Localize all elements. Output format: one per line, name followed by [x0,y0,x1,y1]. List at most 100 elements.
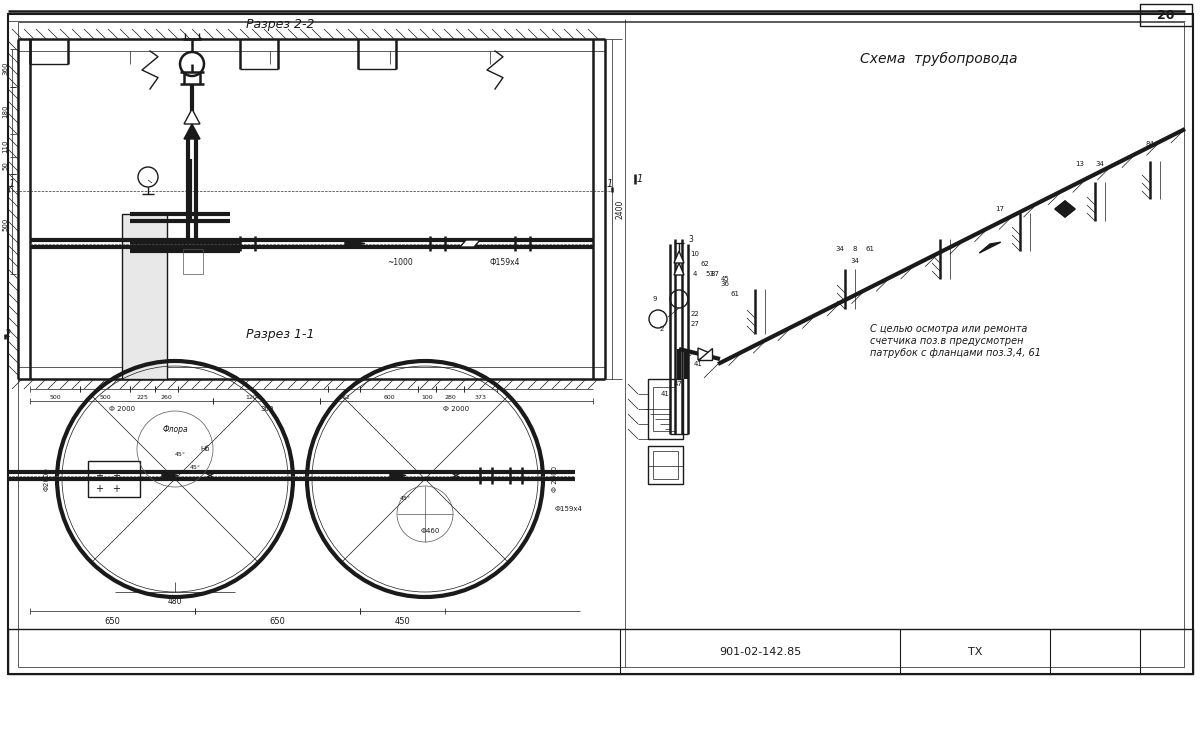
Polygon shape [390,472,406,479]
Text: 300: 300 [260,406,274,412]
Text: Разрез 1-1: Разрез 1-1 [246,327,314,340]
Text: ~1000: ~1000 [388,257,413,267]
Polygon shape [979,242,1001,253]
Text: Нб: Нб [200,446,210,452]
Text: 10: 10 [690,251,700,257]
Text: 500: 500 [2,217,8,230]
Text: 1: 1 [637,174,643,184]
Bar [1140,4,1192,26]
Text: 36: 36 [720,281,730,287]
Text: 41: 41 [660,391,670,397]
Text: 2: 2 [5,329,11,339]
Text: 1200: 1200 [245,394,260,399]
Text: 45°: 45° [190,464,200,469]
Text: 34: 34 [851,258,859,264]
Text: 9: 9 [653,296,658,302]
Text: 45: 45 [721,276,730,282]
Text: Ф2000: Ф2000 [44,467,50,491]
Bar [88,461,140,497]
Polygon shape [979,244,990,249]
Bar [648,446,683,484]
Polygon shape [184,124,200,139]
Text: +: + [95,471,103,481]
Text: 17: 17 [996,206,1004,212]
Bar [182,249,203,274]
Text: 500: 500 [100,394,110,399]
Bar [8,629,1193,674]
Text: 600: 600 [383,394,395,399]
Text: 47: 47 [673,381,683,387]
Text: 280: 280 [444,394,456,399]
Polygon shape [460,240,480,247]
Bar [18,22,1184,667]
Text: 650: 650 [270,617,286,625]
Text: счетчика поз.в предусмотрен: счетчика поз.в предусмотрен [870,336,1024,346]
Text: 41: 41 [694,361,702,367]
Text: 27: 27 [690,321,700,327]
Text: 262: 262 [338,394,350,399]
Text: 110: 110 [2,139,8,153]
Bar [122,214,167,379]
Bar [648,379,683,439]
Text: 480: 480 [168,598,182,607]
Text: 50: 50 [2,162,8,171]
Text: 1: 1 [8,179,16,189]
Polygon shape [1055,201,1075,217]
Text: 62: 62 [701,261,709,267]
Text: 901-02-142.85: 901-02-142.85 [719,647,802,657]
Text: 260: 260 [161,394,173,399]
Text: 45°: 45° [400,496,410,502]
Polygon shape [162,472,178,479]
Bar [653,387,674,431]
Text: +: + [95,484,103,494]
Text: 61: 61 [865,246,875,252]
Text: Ф159х4: Ф159х4 [554,506,583,512]
Text: патрубок с фланцами поз.3,4, 61: патрубок с фланцами поз.3,4, 61 [870,348,1042,358]
Text: 180: 180 [2,104,8,118]
Text: 53: 53 [706,271,714,277]
Text: 3: 3 [689,235,694,243]
Text: +: + [112,471,120,481]
Polygon shape [346,240,365,247]
Text: 61: 61 [731,291,739,297]
Polygon shape [698,348,712,360]
Text: 1: 1 [607,179,613,189]
Text: Схема  трубопровода: Схема трубопровода [860,52,1018,66]
Text: 650: 650 [104,617,120,625]
Text: 100: 100 [421,394,433,399]
Text: 4: 4 [692,271,697,277]
Text: 34: 34 [835,246,845,252]
Text: ТХ: ТХ [968,647,982,657]
Polygon shape [184,109,200,124]
Polygon shape [698,348,712,360]
Text: 500: 500 [49,394,61,399]
Text: 13: 13 [1075,161,1085,167]
Text: 225: 225 [137,394,149,399]
Text: Ф460: Ф460 [420,528,439,534]
Text: 8: 8 [853,246,857,252]
Text: 60: 60 [684,351,692,357]
Polygon shape [674,251,684,263]
Text: 87: 87 [710,271,720,277]
Text: Ф 2000: Ф 2000 [109,406,136,412]
Text: +: + [112,484,120,494]
Text: 84: 84 [1146,141,1154,147]
Text: 450: 450 [395,617,410,625]
Text: С целью осмотра или ремонта: С целью осмотра или ремонта [870,324,1027,334]
Text: 45°: 45° [174,451,186,456]
Polygon shape [1055,201,1075,217]
Text: 2: 2 [660,326,664,332]
Text: Ф 2000: Ф 2000 [443,406,469,412]
Text: 373: 373 [474,394,486,399]
Text: 360: 360 [2,61,8,75]
Text: Разрез 2-2: Разрез 2-2 [246,17,314,31]
Text: 34: 34 [1096,161,1104,167]
Text: Ф 2000: Ф 2000 [552,466,558,492]
Text: 20: 20 [1157,9,1175,21]
Text: 22: 22 [691,311,700,317]
Polygon shape [674,263,684,275]
Text: Ф159х4: Ф159х4 [490,257,521,267]
Text: 2400: 2400 [616,199,624,219]
Bar [653,451,678,479]
Text: Флора: Флора [162,424,188,434]
